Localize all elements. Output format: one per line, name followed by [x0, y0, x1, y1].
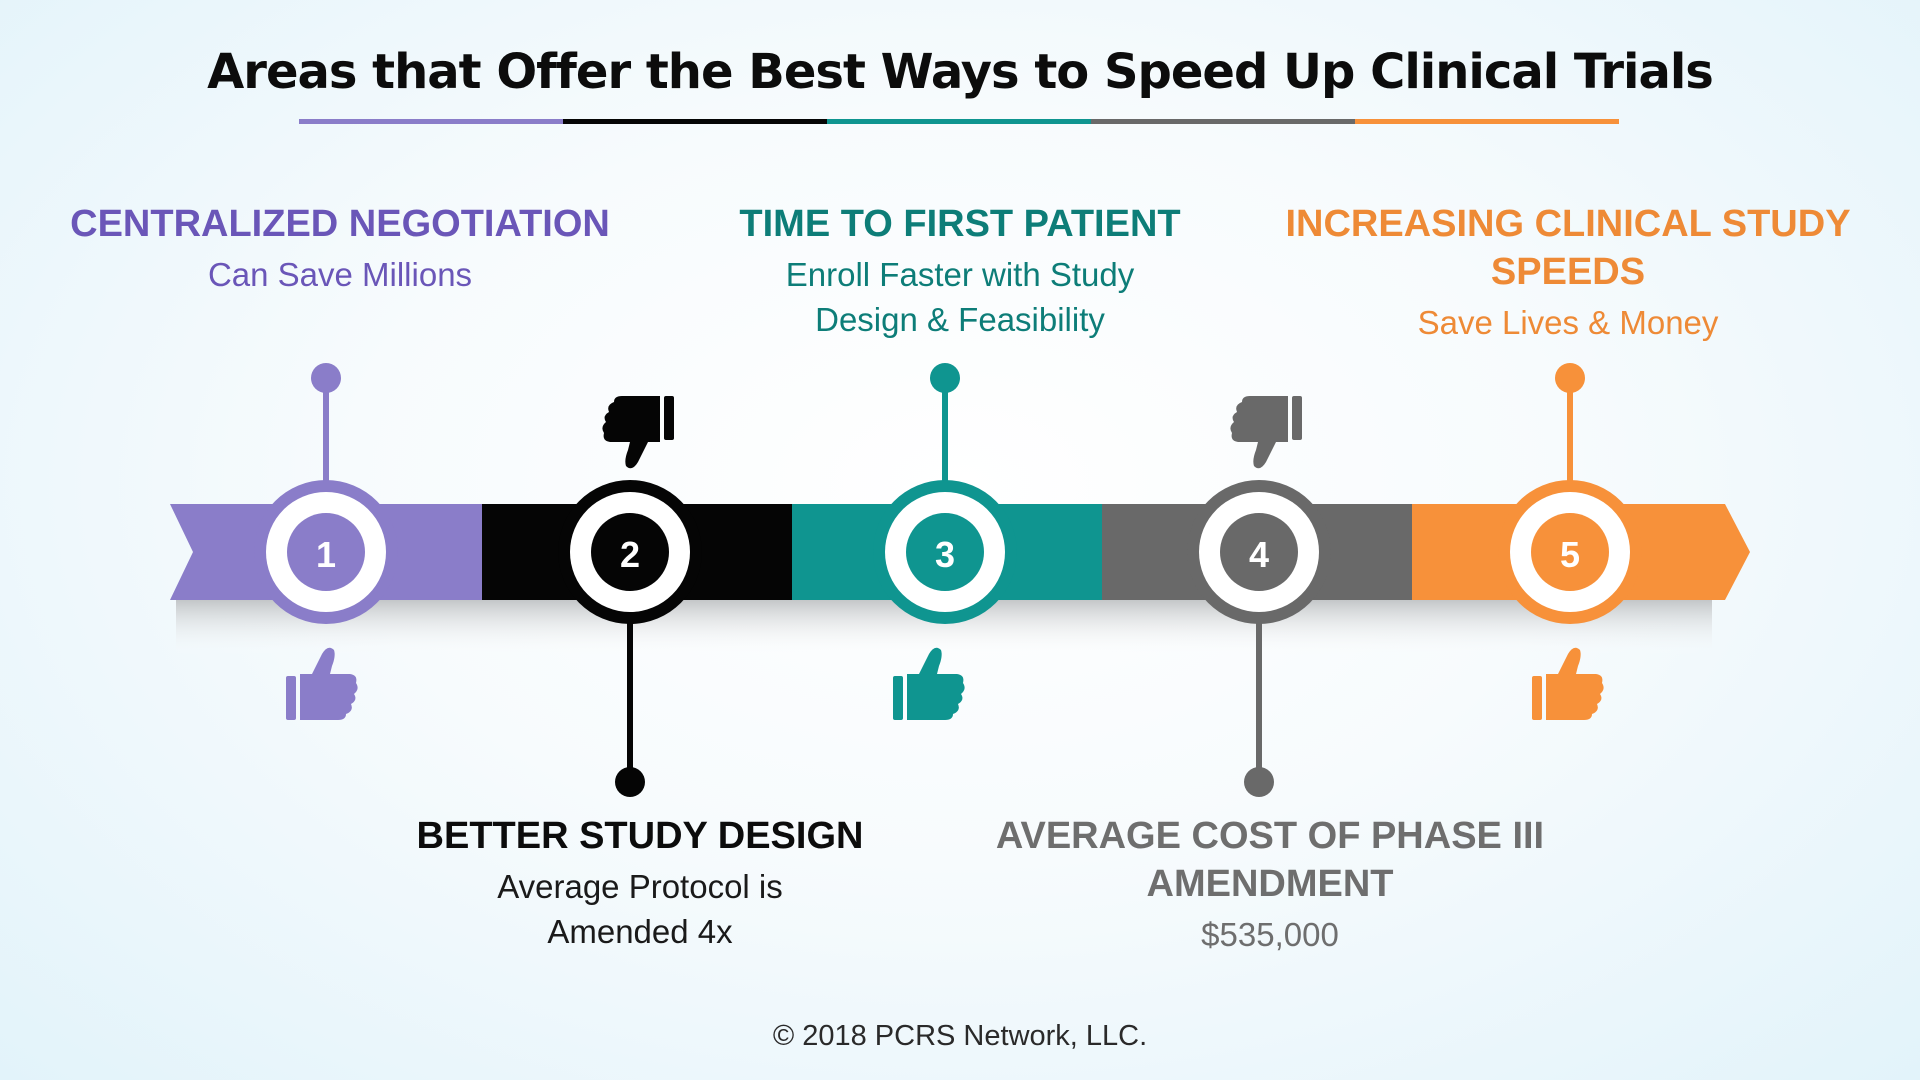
- step-2-number: 2: [620, 534, 640, 575]
- step-2-heading: BETTER STUDY DESIGN: [416, 815, 864, 857]
- step-1-subtext: Can Save Millions: [207, 256, 473, 293]
- step-2-label: BETTER STUDY DESIGN Average Protocol is …: [340, 812, 940, 954]
- step-5-node: 5: [1498, 480, 1642, 624]
- step-5-heading-line2: SPEEDS: [1490, 251, 1646, 293]
- step-3-subtext-line2: Design & Feasibility: [815, 301, 1105, 338]
- title-underline-purple: [299, 119, 563, 124]
- copyright-footer: © 2018 PCRS Network, LLC.: [772, 1020, 1148, 1052]
- step-3-number: 3: [935, 534, 955, 575]
- title-underline-gray: [1091, 119, 1355, 124]
- step-2-subtext-line1: Average Protocol is: [497, 868, 783, 905]
- step-2-node: 2: [558, 480, 702, 624]
- step-4-heading-line2: AMENDMENT: [1146, 863, 1394, 905]
- title-underline-black: [563, 119, 827, 124]
- thumbs-down-icon: [1230, 396, 1302, 469]
- thumbs-up-icon: [1532, 647, 1604, 720]
- step-2-subtext-line2: Amended 4x: [547, 913, 733, 950]
- step-1-heading: CENTRALIZED NEGOTIATION: [70, 203, 610, 245]
- step-5-label: INCREASING CLINICAL STUDY SPEEDS Save Li…: [1268, 200, 1868, 345]
- step-3-node: 3: [873, 480, 1017, 624]
- step-5-connector: [1555, 363, 1585, 492]
- title-underline-teal: [827, 119, 1091, 124]
- step-4-connector: [1244, 612, 1274, 797]
- step-2-connector: [615, 612, 645, 797]
- step-1-label: CENTRALIZED NEGOTIATION Can Save Million…: [40, 200, 640, 297]
- thumbs-up-icon: [893, 647, 965, 720]
- step-1-node: 1: [254, 480, 398, 624]
- page-title: Areas that Offer the Best Ways to Speed …: [207, 44, 1714, 100]
- step-3-subtext-line1: Enroll Faster with Study: [785, 256, 1135, 293]
- step-5-number: 5: [1560, 534, 1580, 575]
- step-1-connector: [311, 363, 341, 492]
- step-5-heading-line1: INCREASING CLINICAL STUDY: [1285, 203, 1851, 245]
- step-4-number: 4: [1249, 534, 1269, 575]
- step-4-subtext: $535,000: [1201, 916, 1339, 953]
- step-3-heading: TIME TO FIRST PATIENT: [739, 203, 1181, 245]
- title-underline-orange: [1355, 119, 1619, 124]
- step-1-number: 1: [316, 534, 336, 575]
- step-5-subtext: Save Lives & Money: [1417, 304, 1719, 341]
- step-4-node: 4: [1187, 480, 1331, 624]
- step-3-connector: [930, 363, 960, 492]
- step-4-heading-line1: AVERAGE COST OF PHASE III: [995, 815, 1545, 857]
- step-4-label: AVERAGE COST OF PHASE III AMENDMENT $535…: [970, 812, 1570, 957]
- step-3-label: TIME TO FIRST PATIENT Enroll Faster with…: [660, 200, 1260, 342]
- thumbs-up-icon: [286, 647, 358, 720]
- thumbs-down-icon: [602, 396, 674, 469]
